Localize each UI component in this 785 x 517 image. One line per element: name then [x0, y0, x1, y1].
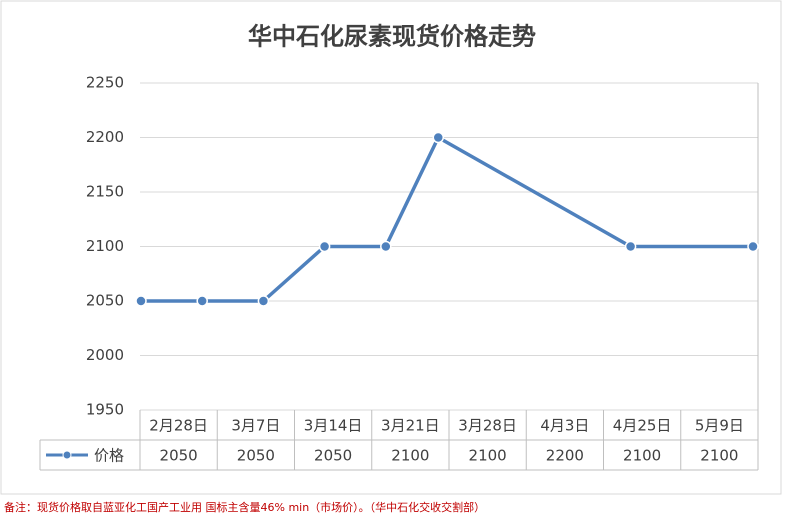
- point: [624, 240, 637, 253]
- line: [141, 135, 753, 303]
- point: [135, 295, 147, 307]
- point: [257, 295, 270, 307]
- x-tick-label: 3月21日: [381, 417, 440, 435]
- x-tick-label: 5月9日: [695, 417, 744, 435]
- y-tick-label: 2150: [86, 183, 124, 201]
- y-tick-label: 2250: [86, 74, 124, 92]
- table-value: 2100: [469, 447, 507, 465]
- point: [380, 240, 392, 253]
- x-tick-label: 3月14日: [304, 417, 363, 435]
- x-tick-label: 3月7日: [231, 417, 280, 435]
- x-tick-label: 3月28日: [458, 417, 517, 435]
- y-tick-label: 2000: [86, 346, 124, 364]
- y-tick-label: 2050: [86, 292, 124, 310]
- table-value: 2200: [546, 447, 584, 465]
- table-value: 2050: [160, 447, 198, 465]
- x-tick-label: 2月28日: [149, 417, 208, 435]
- table-value: 2100: [700, 447, 738, 465]
- legend-marker: [62, 450, 72, 460]
- table-value: 2100: [623, 447, 661, 465]
- point: [747, 240, 759, 253]
- point: [196, 295, 208, 307]
- point: [432, 131, 445, 144]
- chart-title: 华中石化尿素现货价格走势: [248, 22, 536, 51]
- footnote: 备注：现货价格取自蓝亚化工国产工业用 国标主含量46% min（市场价）。（华中…: [4, 500, 485, 514]
- table-value: 2050: [237, 447, 275, 465]
- y-tick-label: 2200: [86, 128, 124, 146]
- point: [318, 240, 331, 253]
- table-value: 2100: [391, 447, 429, 465]
- table-value: 2050: [314, 447, 352, 465]
- x-tick-label: 4月25日: [613, 417, 672, 435]
- y-tick-label: 2100: [86, 237, 124, 255]
- legend-label: 价格: [94, 447, 124, 465]
- x-tick-label: 4月3日: [540, 417, 589, 435]
- y-tick-label: 1950: [86, 401, 124, 419]
